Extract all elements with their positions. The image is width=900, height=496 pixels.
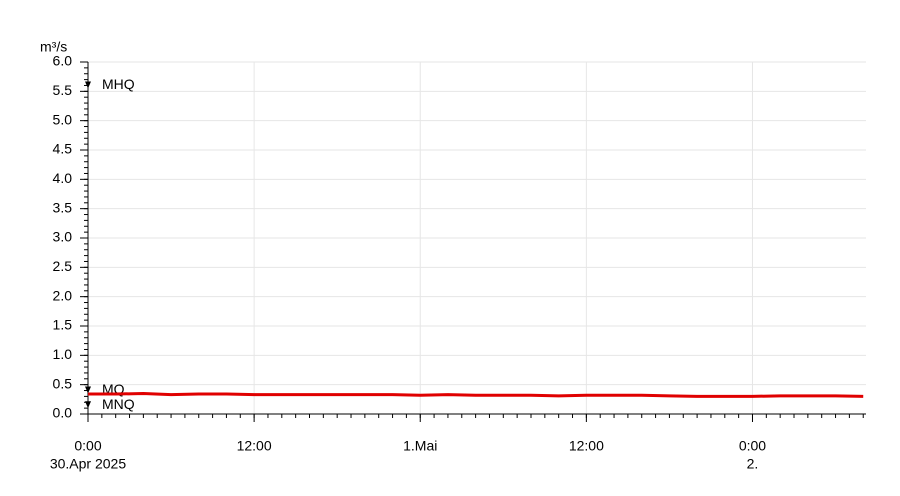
y-tick-label: 1.0 (53, 346, 73, 362)
x-tick-sublabel: 30.Apr 2025 (50, 456, 126, 472)
reference-marker (85, 386, 91, 394)
reference-marker (85, 401, 91, 409)
y-tick-label: 5.0 (53, 111, 73, 127)
x-tick-sublabel: 2. (747, 456, 759, 472)
y-tick-label: 3.0 (53, 229, 73, 245)
reference-label: MNQ (102, 396, 135, 412)
data-line (88, 391, 864, 398)
y-tick-label: 1.5 (53, 317, 73, 333)
x-tick-label: 0:00 (74, 438, 101, 454)
y-unit: m³/s (40, 39, 67, 55)
y-tick-label: 0.5 (53, 375, 73, 391)
x-tick-label: 12:00 (569, 438, 604, 454)
y-tick-label: 4.0 (53, 170, 73, 186)
y-tick-label: 3.5 (53, 199, 73, 215)
y-tick-label: 4.5 (53, 141, 73, 157)
y-tick-label: 6.0 (53, 53, 73, 69)
reference-marker (85, 81, 91, 89)
y-tick-label: 5.5 (53, 82, 73, 98)
x-tick-label: 0:00 (739, 438, 766, 454)
x-tick-label: 12:00 (237, 438, 272, 454)
y-tick-label: 2.0 (53, 287, 73, 303)
reference-label: MHQ (102, 76, 135, 92)
y-tick-label: 0.0 (53, 405, 73, 421)
y-tick-label: 2.5 (53, 258, 73, 274)
x-tick-label: 1.Mai (403, 438, 437, 454)
